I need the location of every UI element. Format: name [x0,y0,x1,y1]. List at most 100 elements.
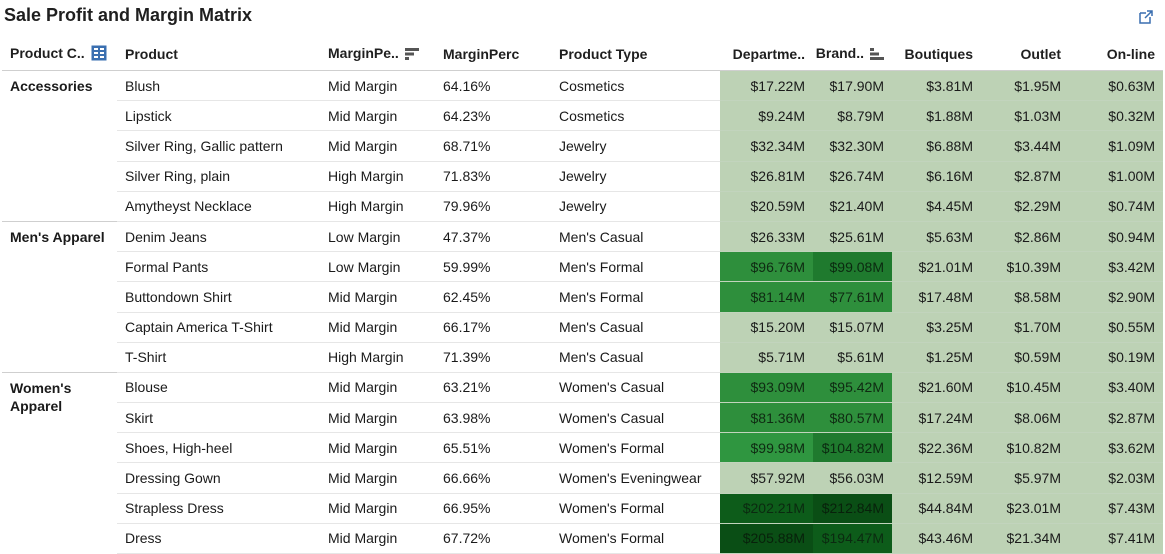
column-header-brand[interactable]: Brand.. [813,38,892,71]
margin-level-cell[interactable]: Mid Margin [320,281,435,313]
column-header-margin-level[interactable]: MarginPe.. [320,38,435,71]
table-row[interactable]: Formal Pants Low Margin 59.99% Men's Formal… [2,251,1163,283]
department-value-cell[interactable]: $99.98M [720,432,813,464]
brand-value-cell[interactable]: $21.40M [813,191,892,222]
margin-level-cell[interactable]: Mid Margin [320,493,435,524]
margin-perc-cell[interactable]: 59.99% [435,251,551,283]
margin-level-cell[interactable]: Mid Margin [320,372,435,404]
product-cell[interactable]: Lipstick [117,100,320,132]
margin-level-cell[interactable]: High Margin [320,161,435,192]
product-cell[interactable]: Blouse [117,372,320,404]
column-header-category[interactable]: Product C.. [2,38,117,71]
boutiques-value-cell[interactable]: $12.59M [892,462,981,494]
online-value-cell[interactable]: $2.03M [1069,462,1163,494]
category-cell[interactable]: Women's Apparel [10,379,72,414]
online-value-cell[interactable]: $3.62M [1069,432,1163,464]
margin-perc-cell[interactable]: 63.98% [435,402,551,434]
margin-perc-cell[interactable]: 65.51% [435,432,551,464]
outlet-value-cell[interactable]: $10.39M [981,251,1069,283]
product-cell[interactable]: T-Shirt [117,342,320,373]
department-value-cell[interactable]: $93.09M [720,372,813,404]
outlet-value-cell[interactable]: $23.01M [981,493,1069,524]
boutiques-value-cell[interactable]: $1.25M [892,342,981,373]
table-row[interactable]: Captain America T-Shirt Mid Margin 66.17% M… [2,312,1163,343]
boutiques-value-cell[interactable]: $17.24M [892,402,981,434]
online-value-cell[interactable]: $7.43M [1069,493,1163,524]
margin-perc-cell[interactable]: 63.21% [435,372,551,404]
category-cell[interactable]: Men's Apparel [2,221,117,373]
product-type-cell[interactable]: Jewelry [551,191,720,222]
department-value-cell[interactable]: $9.24M [720,100,813,132]
product-type-cell[interactable]: Women's Eveningwear [551,462,720,494]
margin-level-cell[interactable]: Mid Margin [320,432,435,464]
table-row[interactable]: Amytheyst Necklace High Margin 79.96% Jewel… [2,191,1163,222]
brand-value-cell[interactable]: $212.84M [813,493,892,524]
table-row[interactable]: Dressing Gown Mid Margin 66.66% Women's Eve… [2,462,1163,494]
margin-level-cell[interactable]: Low Margin [320,251,435,283]
product-cell[interactable]: Silver Ring, Gallic pattern [117,130,320,162]
table-row[interactable]: Men's Apparel Denim Jeans Low Margin 47.37%… [2,221,1163,373]
online-value-cell[interactable]: $3.40M [1069,372,1163,404]
outlet-value-cell[interactable]: $21.34M [981,523,1069,554]
margin-perc-cell[interactable]: 66.17% [435,312,551,343]
boutiques-value-cell[interactable]: $3.25M [892,312,981,343]
column-header-boutiques[interactable]: Boutiques [892,38,981,71]
outlet-value-cell[interactable]: $8.06M [981,402,1069,434]
product-type-cell[interactable]: Women's Formal [551,493,720,524]
boutiques-value-cell[interactable]: $21.01M [892,251,981,283]
category-cell[interactable]: Accessories [2,70,117,222]
product-type-cell[interactable]: Women's Formal [551,432,720,464]
department-value-cell[interactable]: $32.34M [720,130,813,162]
boutiques-value-cell[interactable]: $6.88M [892,130,981,162]
outlet-value-cell[interactable]: $10.82M [981,432,1069,464]
department-value-cell[interactable]: $81.36M [720,402,813,434]
department-value-cell[interactable]: $57.92M [720,462,813,494]
outlet-value-cell[interactable]: $5.97M [981,462,1069,494]
online-value-cell[interactable]: $0.32M [1069,100,1163,132]
product-type-cell[interactable]: Men's Formal [551,281,720,313]
product-type-cell[interactable]: Men's Casual [551,342,720,373]
outlet-value-cell[interactable]: $1.03M [981,100,1069,132]
department-value-cell[interactable]: $17.22M [720,70,813,102]
column-header-product-type[interactable]: Product Type [551,38,720,71]
outlet-value-cell[interactable]: $0.59M [981,342,1069,373]
product-type-cell[interactable]: Men's Casual [551,312,720,343]
online-value-cell[interactable]: $7.41M [1069,523,1163,554]
department-value-cell[interactable]: $20.59M [720,191,813,222]
brand-value-cell[interactable]: $194.47M [813,523,892,554]
margin-perc-cell[interactable]: 67.72% [435,523,551,554]
margin-perc-cell[interactable]: 62.45% [435,281,551,313]
online-value-cell[interactable]: $0.63M [1069,70,1163,102]
online-value-cell[interactable]: $0.55M [1069,312,1163,343]
brand-value-cell[interactable]: $95.42M [813,372,892,404]
column-header-department[interactable]: Departme.. [720,38,813,71]
product-cell[interactable]: Denim Jeans [117,221,320,253]
online-value-cell[interactable]: $1.00M [1069,161,1163,192]
column-header-product[interactable]: Product [117,38,320,71]
margin-perc-cell[interactable]: 66.66% [435,462,551,494]
sort-desc-icon[interactable] [404,47,419,63]
outlet-value-cell[interactable]: $10.45M [981,372,1069,404]
outlet-value-cell[interactable]: $1.70M [981,312,1069,343]
online-value-cell[interactable]: $3.42M [1069,251,1163,283]
department-value-cell[interactable]: $26.81M [720,161,813,192]
margin-perc-cell[interactable]: 79.96% [435,191,551,222]
brand-value-cell[interactable]: $56.03M [813,462,892,494]
table-row[interactable]: Dress Mid Margin 67.72% Women's Formal $205.… [2,523,1163,554]
margin-level-cell[interactable]: Mid Margin [320,312,435,343]
product-type-cell[interactable]: Women's Casual [551,402,720,434]
product-cell[interactable]: Strapless Dress [117,493,320,524]
table-row[interactable]: Lipstick Mid Margin 64.23% Cosmetics $9.24M $… [2,100,1163,132]
brand-value-cell[interactable]: $99.08M [813,251,892,283]
margin-perc-cell[interactable]: 71.83% [435,161,551,192]
product-type-cell[interactable]: Men's Casual [551,221,720,253]
product-cell[interactable]: Silver Ring, plain [117,161,320,192]
margin-perc-cell[interactable]: 66.95% [435,493,551,524]
column-header-margin-perc[interactable]: MarginPerc [435,38,551,71]
margin-level-cell[interactable]: Mid Margin [320,100,435,132]
boutiques-value-cell[interactable]: $44.84M [892,493,981,524]
table-row[interactable]: Strapless Dress Mid Margin 66.95% Women's F… [2,493,1163,524]
table-row[interactable]: T-Shirt High Margin 71.39% Men's Casual $5.7… [2,342,1163,373]
product-cell[interactable]: Shoes, High-heel [117,432,320,464]
boutiques-value-cell[interactable]: $22.36M [892,432,981,464]
